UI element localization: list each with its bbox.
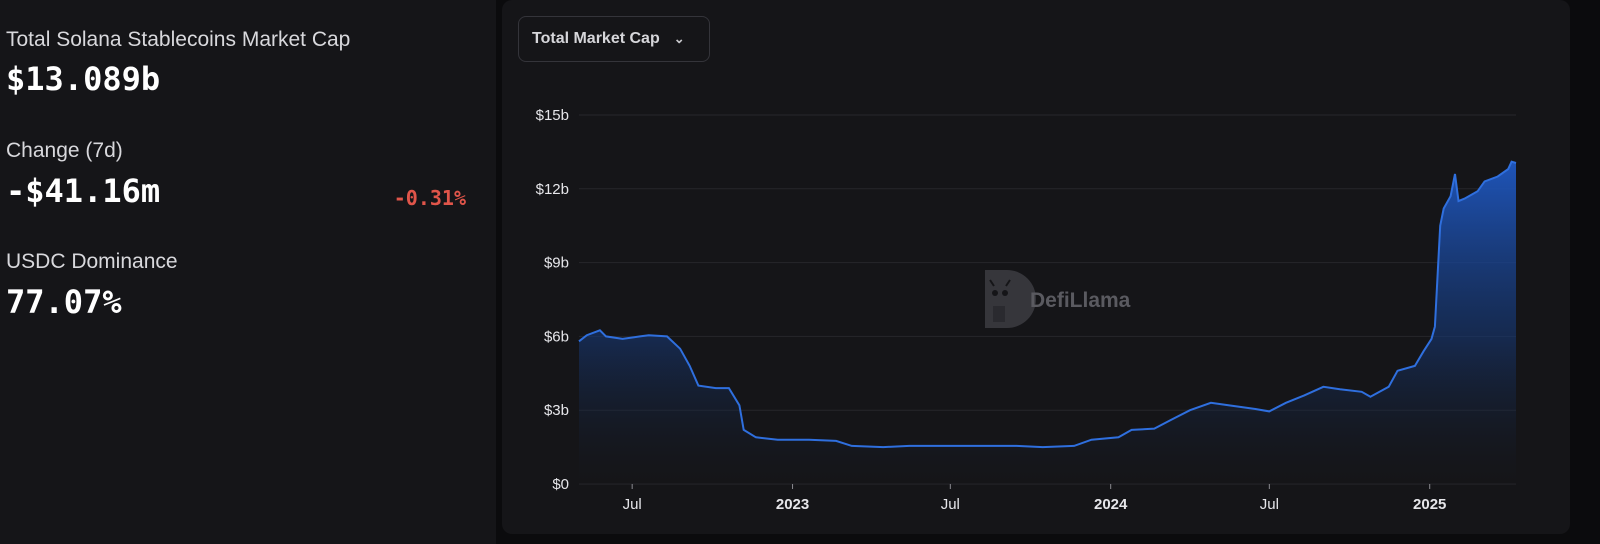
y-axis: $0 $3b $6b $9b $12b $15b [536, 107, 569, 493]
x-tick-label: 2023 [776, 496, 809, 513]
market-cap-label: Total Solana Stablecoins Market Cap [6, 28, 351, 51]
market-cap-chart: $0 $3b $6b $9b $12b $15b Jul 2023 Jul 2024 Jul 202… [536, 107, 1517, 513]
defillama-watermark: DefiLlama [985, 270, 1131, 328]
x-tick-label: 2024 [1094, 496, 1128, 513]
metric-select-dropdown[interactable]: Total Market Cap ⌄ [518, 16, 710, 62]
y-tick-label: $6b [544, 328, 569, 345]
change-label: Change (7d) [6, 139, 123, 162]
y-tick-label: $3b [544, 402, 569, 419]
y-tick-label: $12b [536, 181, 569, 198]
x-tick-label: 2025 [1413, 496, 1446, 513]
y-tick-label: $9b [544, 255, 569, 272]
market-cap-line [578, 160, 1517, 449]
chevron-down-icon: ⌄ [673, 31, 685, 46]
x-tick-label: Jul [1260, 496, 1279, 513]
llama-logo-icon [985, 270, 1036, 328]
dominance-label: USDC Dominance [6, 250, 178, 273]
x-axis: Jul 2023 Jul 2024 Jul 2025 [623, 484, 1446, 513]
y-tick-label: $0 [552, 476, 569, 493]
change-percent: -0.31% [393, 186, 466, 210]
x-tick-label: Jul [623, 496, 642, 513]
market-cap-value: $13.089b [6, 60, 161, 98]
x-tick-label: Jul [941, 496, 960, 513]
market-cap-area [579, 161, 1516, 484]
dominance-value: 77.07% [6, 283, 122, 321]
y-tick-label: $15b [536, 107, 569, 124]
metric-select-label: Total Market Cap [532, 30, 660, 47]
change-value: -$41.16m [6, 172, 161, 210]
stats-panel: Total Solana Stablecoins Market Cap $13.… [0, 0, 496, 544]
watermark-text: DefiLlama [1030, 289, 1131, 312]
